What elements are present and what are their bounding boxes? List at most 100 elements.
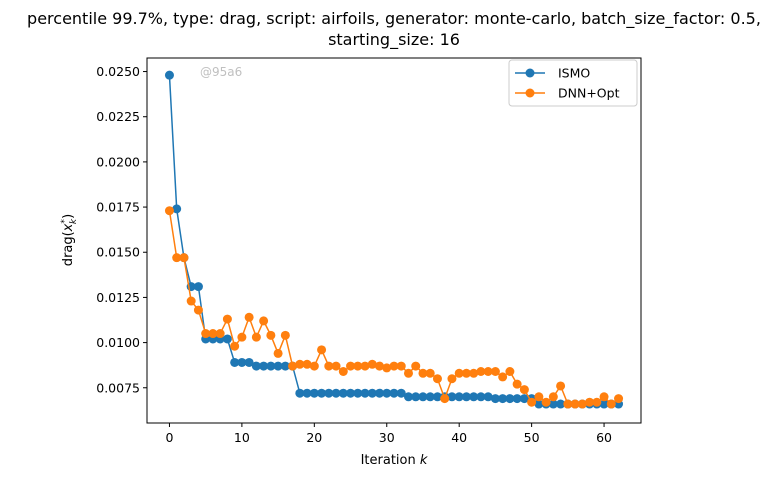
data-point-ismo	[461, 392, 471, 402]
data-point-dnn-opt	[519, 385, 529, 395]
data-point-dnn-opt	[606, 399, 616, 409]
data-point-dnn-opt	[208, 329, 218, 339]
data-point-dnn-opt	[172, 253, 182, 263]
data-point-dnn-opt	[614, 394, 624, 404]
data-point-ismo	[599, 399, 609, 409]
data-point-dnn-opt	[483, 367, 493, 376]
data-point-ismo	[556, 399, 566, 409]
data-point-dnn-opt	[548, 392, 558, 402]
y-axis-label-var: x	[61, 223, 76, 232]
data-point-dnn-opt	[259, 316, 269, 326]
data-point-dnn-opt	[164, 206, 174, 216]
data-point-dnn-opt	[346, 361, 356, 371]
data-point-ismo	[476, 392, 486, 402]
data-point-dnn-opt	[447, 374, 457, 384]
data-point-ismo	[447, 392, 457, 402]
y-tick-label: 0.0225	[96, 109, 140, 124]
data-point-dnn-opt	[186, 296, 196, 306]
data-point-ismo	[331, 388, 341, 398]
data-point-dnn-opt	[382, 363, 392, 373]
data-point-ismo	[389, 388, 399, 398]
series-line-dnn-opt	[168, 210, 619, 406]
data-point-ismo	[164, 70, 174, 80]
data-point-dnn-opt	[266, 330, 276, 340]
data-point-ismo	[375, 388, 385, 398]
y-axis: 0.0075 0.0100 0.0125 0.0150 0.0175 0.0200 0.02…	[96, 64, 147, 395]
y-tick-label: 0.0125	[96, 290, 140, 305]
data-point-dnn-opt	[411, 361, 421, 371]
y-tick-label: 0.0175	[96, 200, 140, 215]
x-tick-label: 50	[524, 430, 540, 445]
data-point-ismo	[425, 392, 435, 402]
data-point-ismo	[382, 388, 392, 398]
y-tick-label: 0.0200	[96, 154, 140, 169]
data-point-dnn-opt	[432, 374, 442, 384]
x-tick-label: 10	[234, 430, 250, 445]
x-tick-label: 0	[165, 430, 173, 445]
data-point-dnn-opt	[527, 397, 537, 407]
plot-area	[164, 70, 624, 409]
data-point-ismo	[230, 357, 240, 367]
data-point-ismo	[512, 394, 522, 404]
data-point-ismo	[338, 388, 348, 398]
data-point-dnn-opt	[215, 329, 225, 339]
data-point-dnn-opt	[490, 367, 500, 376]
data-point-dnn-opt	[179, 253, 189, 263]
data-point-dnn-opt	[353, 361, 363, 371]
y-axis-label: drag(x*k)	[60, 214, 79, 266]
data-point-dnn-opt	[317, 345, 327, 355]
data-point-ismo	[360, 388, 370, 398]
data-point-dnn-opt	[541, 397, 551, 407]
y-tick-label: 0.0100	[96, 335, 140, 350]
data-point-dnn-opt	[237, 332, 247, 342]
data-point-dnn-opt	[309, 361, 319, 371]
data-point-dnn-opt	[592, 397, 602, 407]
data-point-ismo	[280, 361, 290, 371]
y-tick-label: 0.0075	[96, 380, 140, 395]
data-point-dnn-opt	[440, 394, 450, 404]
data-point-ismo	[309, 388, 319, 398]
data-point-ismo	[266, 361, 276, 371]
data-point-ismo	[396, 388, 406, 398]
data-point-dnn-opt	[230, 341, 240, 351]
data-point-dnn-opt	[577, 399, 587, 409]
data-point-dnn-opt	[585, 397, 595, 407]
data-point-ismo	[505, 394, 515, 404]
legend-label-ismo: ISMO	[558, 66, 590, 81]
data-point-dnn-opt	[599, 392, 609, 402]
data-point-ismo	[222, 334, 232, 344]
legend: ISMO DNN+Opt	[508, 59, 638, 107]
legend-box	[508, 59, 638, 107]
data-point-dnn-opt	[375, 361, 385, 371]
x-axis-label: Iteration k	[361, 453, 428, 468]
x-axis-label-var: k	[420, 453, 428, 468]
data-point-dnn-opt	[338, 367, 348, 376]
data-point-dnn-opt	[461, 368, 471, 378]
series-line-ismo	[168, 75, 619, 405]
y-axis-label-sup: *	[60, 219, 70, 224]
chart-title-line-1: percentile 99.7%, type: drag, script: ai…	[27, 9, 761, 29]
data-point-dnn-opt	[403, 368, 413, 378]
x-axis-label-prefix: Iteration	[361, 453, 420, 468]
data-point-ismo	[295, 388, 305, 398]
data-point-ismo	[367, 388, 377, 398]
x-tick-label: 20	[306, 430, 322, 445]
data-point-ismo	[454, 392, 464, 402]
data-point-ismo	[418, 392, 428, 402]
data-point-dnn-opt	[425, 368, 435, 378]
data-point-ismo	[403, 392, 413, 402]
data-point-dnn-opt	[418, 368, 428, 378]
data-point-ismo	[244, 357, 254, 367]
data-point-ismo	[237, 357, 247, 367]
data-point-dnn-opt	[454, 368, 464, 378]
data-point-dnn-opt	[244, 312, 254, 322]
data-point-ismo	[519, 394, 529, 404]
data-point-dnn-opt	[389, 361, 399, 371]
data-point-dnn-opt	[360, 361, 370, 371]
data-point-ismo	[172, 204, 182, 214]
axes-frame	[146, 57, 642, 424]
watermark-label: @95a6	[200, 65, 242, 79]
data-point-ismo	[483, 392, 493, 402]
data-point-ismo	[534, 399, 544, 409]
